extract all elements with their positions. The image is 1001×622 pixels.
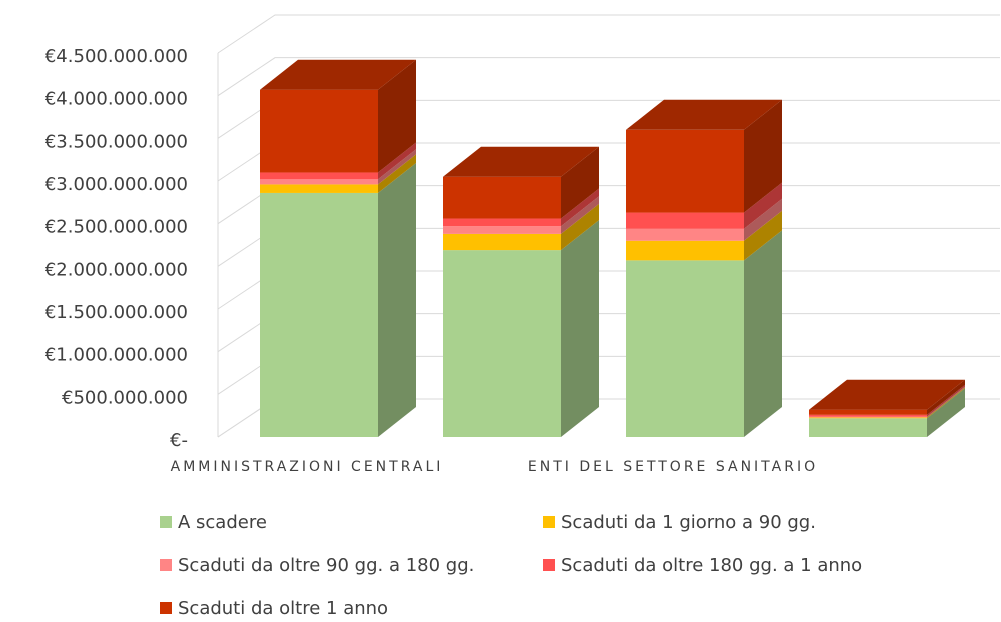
bar [443, 226, 561, 234]
bar [626, 228, 744, 241]
y-tick-label: €2.000.000.000 [45, 259, 188, 280]
bar [626, 212, 744, 229]
legend-swatch [543, 516, 555, 528]
legend-label: Scaduti da oltre 90 gg. a 180 gg. [178, 555, 474, 576]
legend-label: A scadere [178, 512, 267, 533]
bar-side [378, 162, 416, 438]
legend-swatch [543, 559, 555, 571]
bar-side [744, 198, 782, 241]
bar [260, 179, 378, 185]
y-tick-label: €- [170, 430, 188, 451]
bar-side [378, 154, 416, 193]
bar-side [744, 182, 782, 229]
bar-side [378, 59, 416, 173]
bar [626, 240, 744, 261]
y-tick-label: €1.000.000.000 [45, 345, 188, 366]
bar-side [927, 384, 965, 417]
bar-side [561, 220, 599, 437]
bar [809, 409, 927, 415]
y-tick-label: €3.500.000.000 [45, 131, 188, 152]
legend-swatch [160, 559, 172, 571]
legend-label: Scaduti da oltre 180 gg. a 1 anno [561, 555, 862, 576]
bar-side [561, 146, 599, 219]
y-tick-label: €4.500.000.000 [45, 46, 188, 67]
bar [809, 414, 927, 417]
bar-top [443, 146, 599, 177]
bar-side [744, 210, 782, 261]
y-tick-label: €500.000.000 [62, 387, 188, 408]
y-tick-label: €4.000.000.000 [45, 89, 188, 110]
bar [443, 176, 561, 219]
bar-side [561, 196, 599, 234]
bar [809, 418, 927, 437]
bar [626, 129, 744, 213]
bar [260, 184, 378, 193]
bar-side [927, 386, 965, 418]
bar-top [809, 379, 965, 410]
bar-side [378, 149, 416, 185]
y-tick-label: €2.500.000.000 [45, 217, 188, 238]
bar [443, 233, 561, 251]
bar-side [927, 388, 965, 437]
legend-swatch [160, 602, 172, 614]
y-tick-label: €1.500.000.000 [45, 302, 188, 323]
bar-side [927, 387, 965, 419]
bar-side [927, 379, 965, 415]
bar-side [744, 99, 782, 213]
bar-side [378, 142, 416, 180]
x-tick-label: ENTI DEL SETTORE SANITARIO [528, 459, 818, 475]
grid-line [217, 57, 1000, 97]
legend-label: Scaduti da 1 giorno a 90 gg. [561, 512, 816, 533]
bar-side [561, 188, 599, 227]
legend-swatch [160, 516, 172, 528]
bar [443, 250, 561, 437]
bar [260, 89, 378, 173]
bar-side [744, 230, 782, 437]
bar-top [260, 59, 416, 90]
bar [809, 417, 927, 419]
x-tick-label: AMMINISTRAZIONI CENTRALI [171, 459, 444, 475]
bar [443, 218, 561, 227]
bar-side [561, 203, 599, 251]
bar [260, 172, 378, 180]
bar-top [626, 99, 782, 130]
bar [809, 416, 927, 418]
grid-line [217, 14, 1000, 54]
bar [260, 192, 378, 437]
y-tick-label: €3.000.000.000 [45, 174, 188, 195]
bar [626, 260, 744, 437]
legend-label: Scaduti da oltre 1 anno [178, 598, 388, 618]
